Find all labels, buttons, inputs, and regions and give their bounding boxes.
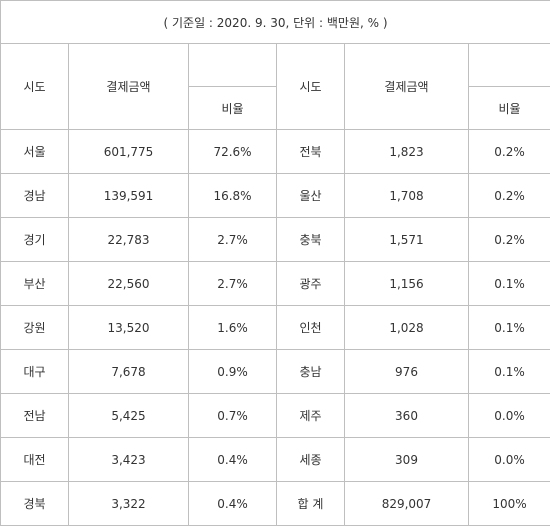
ratio-cell-left: 16.8%: [189, 174, 277, 218]
region-cell-right: 제주: [277, 394, 345, 438]
amount-cell-right: 1,571: [345, 218, 469, 262]
ratio-cell-right: 100%: [469, 482, 550, 526]
amount-cell-right: 1,156: [345, 262, 469, 306]
amount-cell-left: 7,678: [69, 350, 189, 394]
amount-cell-left: 139,591: [69, 174, 189, 218]
header-ratio-right-top: [469, 44, 550, 87]
region-cell-left: 경북: [1, 482, 69, 526]
header-amount-left: 결제금액: [69, 44, 189, 130]
amount-cell-left: 3,322: [69, 482, 189, 526]
region-cell-left: 대전: [1, 438, 69, 482]
header-region-right: 시도: [277, 44, 345, 130]
ratio-cell-left: 0.7%: [189, 394, 277, 438]
ratio-cell-right: 0.1%: [469, 350, 550, 394]
amount-cell-left: 601,775: [69, 130, 189, 174]
region-cell-left: 서울: [1, 130, 69, 174]
ratio-cell-right: 0.2%: [469, 218, 550, 262]
amount-cell-right: 1,028: [345, 306, 469, 350]
amount-cell-right: 976: [345, 350, 469, 394]
region-cell-right: 전북: [277, 130, 345, 174]
ratio-cell-left: 72.6%: [189, 130, 277, 174]
amount-cell-right: 360: [345, 394, 469, 438]
amount-cell-left: 22,783: [69, 218, 189, 262]
region-cell-right: 울산: [277, 174, 345, 218]
ratio-cell-right: 0.0%: [469, 438, 550, 482]
amount-cell-left: 13,520: [69, 306, 189, 350]
region-cell-right: 충남: [277, 350, 345, 394]
region-cell-right: 충북: [277, 218, 345, 262]
ratio-cell-left: 1.6%: [189, 306, 277, 350]
amount-cell-left: 3,423: [69, 438, 189, 482]
ratio-cell-left: 2.7%: [189, 262, 277, 306]
amount-cell-left: 22,560: [69, 262, 189, 306]
header-ratio-right: 비율: [469, 87, 550, 130]
ratio-cell-right: 0.1%: [469, 306, 550, 350]
region-cell-right: 광주: [277, 262, 345, 306]
ratio-cell-left: 0.9%: [189, 350, 277, 394]
region-cell-left: 부산: [1, 262, 69, 306]
header-amount-right: 결제금액: [345, 44, 469, 130]
header-ratio-left: 비율: [189, 87, 277, 130]
amount-cell-right: 309: [345, 438, 469, 482]
ratio-cell-left: 0.4%: [189, 438, 277, 482]
region-cell-left: 대구: [1, 350, 69, 394]
amount-cell-right: 1,708: [345, 174, 469, 218]
region-cell-right: 합 계: [277, 482, 345, 526]
region-cell-left: 경기: [1, 218, 69, 262]
header-ratio-left-top: [189, 44, 277, 87]
ratio-cell-left: 2.7%: [189, 218, 277, 262]
ratio-cell-right: 0.2%: [469, 174, 550, 218]
ratio-cell-left: 0.4%: [189, 482, 277, 526]
ratio-cell-right: 0.1%: [469, 262, 550, 306]
header-region-left: 시도: [1, 44, 69, 130]
ratio-cell-right: 0.0%: [469, 394, 550, 438]
region-cell-left: 경남: [1, 174, 69, 218]
region-cell-right: 인천: [277, 306, 345, 350]
region-cell-left: 전남: [1, 394, 69, 438]
region-cell-left: 강원: [1, 306, 69, 350]
amount-cell-right: 829,007: [345, 482, 469, 526]
ratio-cell-right: 0.2%: [469, 130, 550, 174]
amount-cell-right: 1,823: [345, 130, 469, 174]
table-caption: ( 기준일 : 2020. 9. 30, 단위 : 백만원, % ): [1, 1, 550, 44]
region-cell-right: 세종: [277, 438, 345, 482]
amount-cell-left: 5,425: [69, 394, 189, 438]
